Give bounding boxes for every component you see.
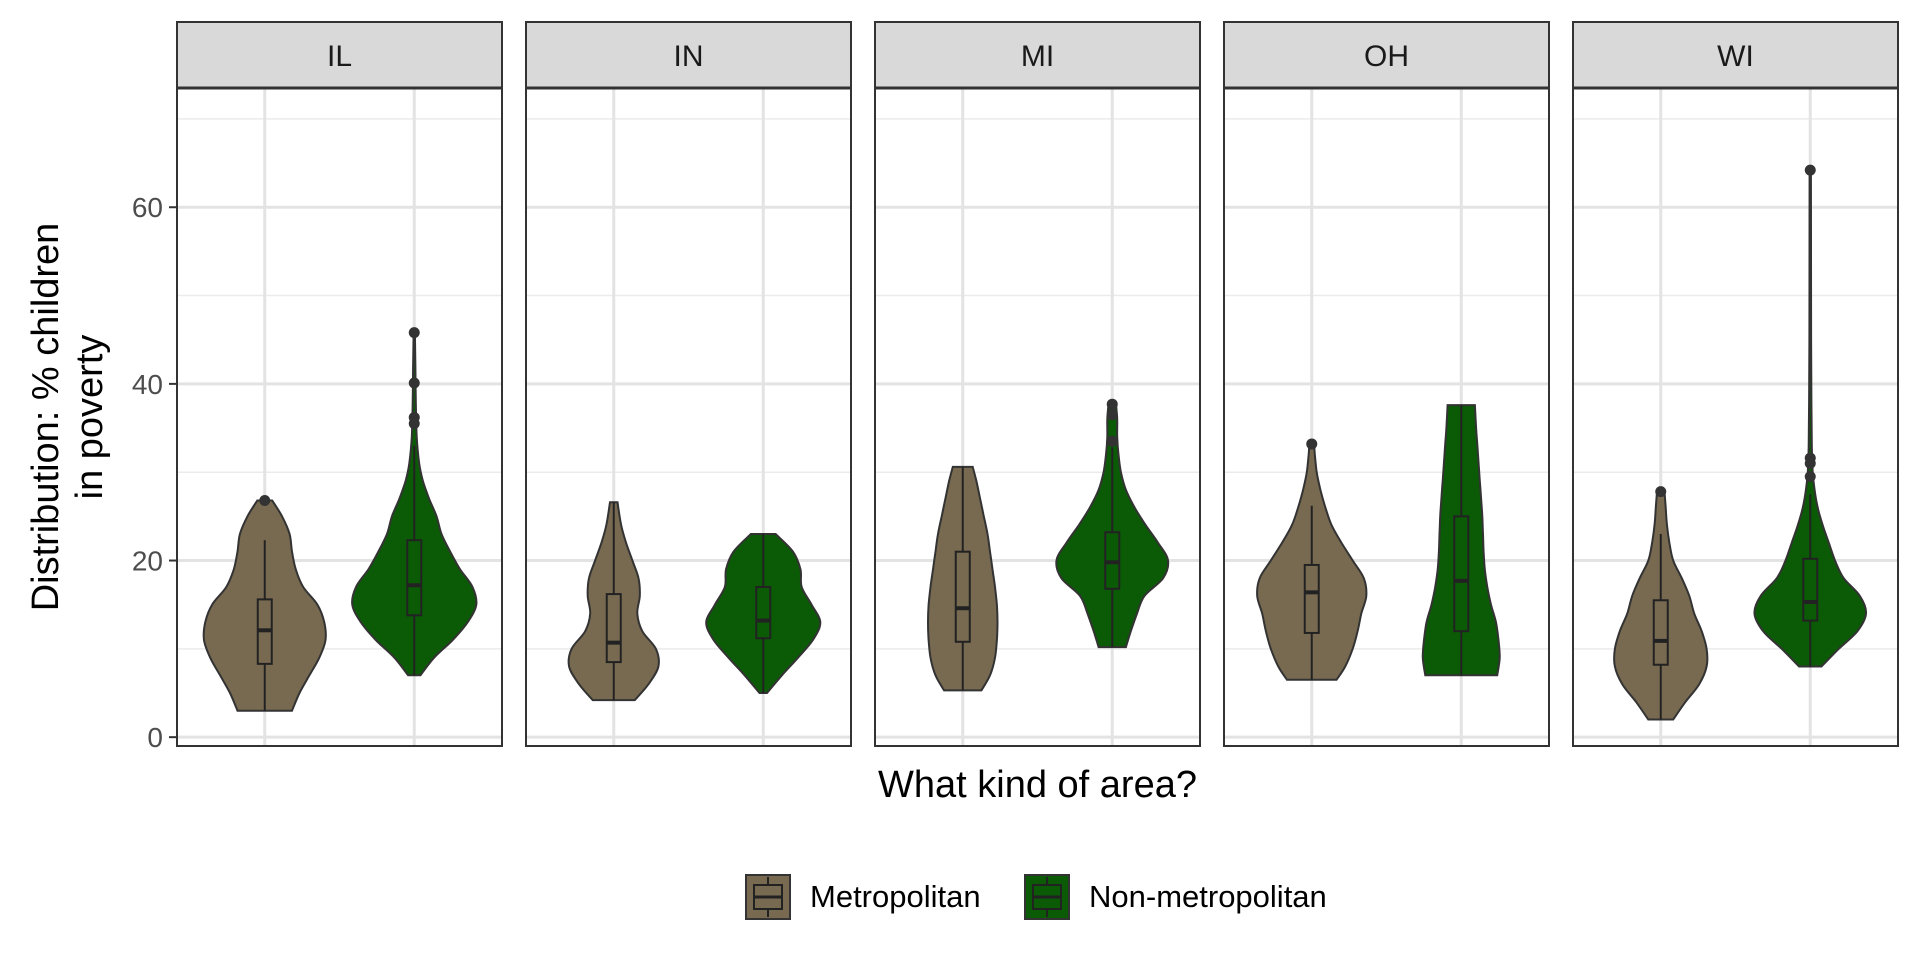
facet-panel-oh: OH <box>1223 21 1550 747</box>
facet-label-mi: MI <box>1021 40 1054 73</box>
facet-label-in: IN <box>674 40 704 73</box>
facet-label-il: IL <box>327 40 352 73</box>
facet-panel-in: IN <box>525 21 852 747</box>
facet-label-wi: WI <box>1717 40 1754 73</box>
y-tick-label: 0 <box>147 722 163 753</box>
iqr-box <box>755 586 772 640</box>
x-axis-label: What kind of area? <box>878 764 1197 806</box>
y-tick-label: 20 <box>132 546 163 577</box>
legend-item-metropolitan: Metropolitan <box>745 874 981 920</box>
facet-panel-il: IL <box>176 21 503 747</box>
iqr-box <box>605 593 622 664</box>
y-axis: 0 20 40 60 <box>132 192 177 753</box>
outlier-point <box>408 377 420 389</box>
y-axis-label: Distribution: % childrenin poverty <box>25 223 111 612</box>
panel-background <box>875 88 1200 746</box>
facet-panel-wi: WI <box>1572 21 1899 747</box>
iqr-box <box>1802 557 1819 622</box>
legend-item-non-metropolitan: Non-metropolitan <box>1024 874 1327 920</box>
y-tick-label: 60 <box>132 192 163 223</box>
iqr-box <box>954 550 971 643</box>
facet-strip <box>176 21 503 89</box>
outlier-point <box>1106 435 1118 447</box>
y-axis-label-line: in poverty <box>69 335 111 500</box>
violin-oh-non-metropolitan <box>1421 404 1501 677</box>
legend-label: Metropolitan <box>810 879 981 914</box>
outlier-point <box>408 411 420 423</box>
violin-wi-metropolitan <box>1613 486 1709 721</box>
violin-mi-metropolitan <box>926 465 999 692</box>
facet-panel-mi: MI <box>874 21 1201 747</box>
iqr-box <box>1652 599 1669 666</box>
y-tick-label: 40 <box>132 369 163 400</box>
outlier-point <box>259 494 271 506</box>
outlier-point <box>1655 486 1667 498</box>
iqr-box <box>1303 563 1320 634</box>
violin-in-metropolitan <box>567 501 660 702</box>
violin-in-non-metropolitan <box>705 533 822 694</box>
violin-il-non-metropolitan <box>351 327 478 677</box>
legend: Metropolitan Non-metropolitan <box>745 874 1327 920</box>
facet-strip <box>1572 21 1899 89</box>
outlier-point <box>1106 398 1118 410</box>
outlier-point <box>1306 438 1318 450</box>
violin-il-metropolitan <box>202 494 327 712</box>
iqr-box <box>1453 515 1470 633</box>
violin-wi-non-metropolitan <box>1753 164 1868 668</box>
facet-strip <box>1223 21 1550 89</box>
outlier-point <box>1106 409 1118 421</box>
y-axis-label-line: Distribution: % children <box>25 223 67 612</box>
violin-oh-metropolitan <box>1256 438 1368 681</box>
facet-strip <box>525 21 852 89</box>
violin-mi-non-metropolitan <box>1055 398 1170 649</box>
outlier-point <box>1804 164 1816 176</box>
outlier-point <box>408 327 420 339</box>
iqr-box <box>406 539 423 617</box>
outlier-point <box>1804 471 1816 483</box>
panels-layer: IL IN MI OH WI <box>176 21 1899 747</box>
legend-label: Non-metropolitan <box>1089 879 1327 914</box>
facet-strip <box>874 21 1201 89</box>
facet-label-oh: OH <box>1364 40 1409 73</box>
outlier-point <box>1804 452 1816 464</box>
